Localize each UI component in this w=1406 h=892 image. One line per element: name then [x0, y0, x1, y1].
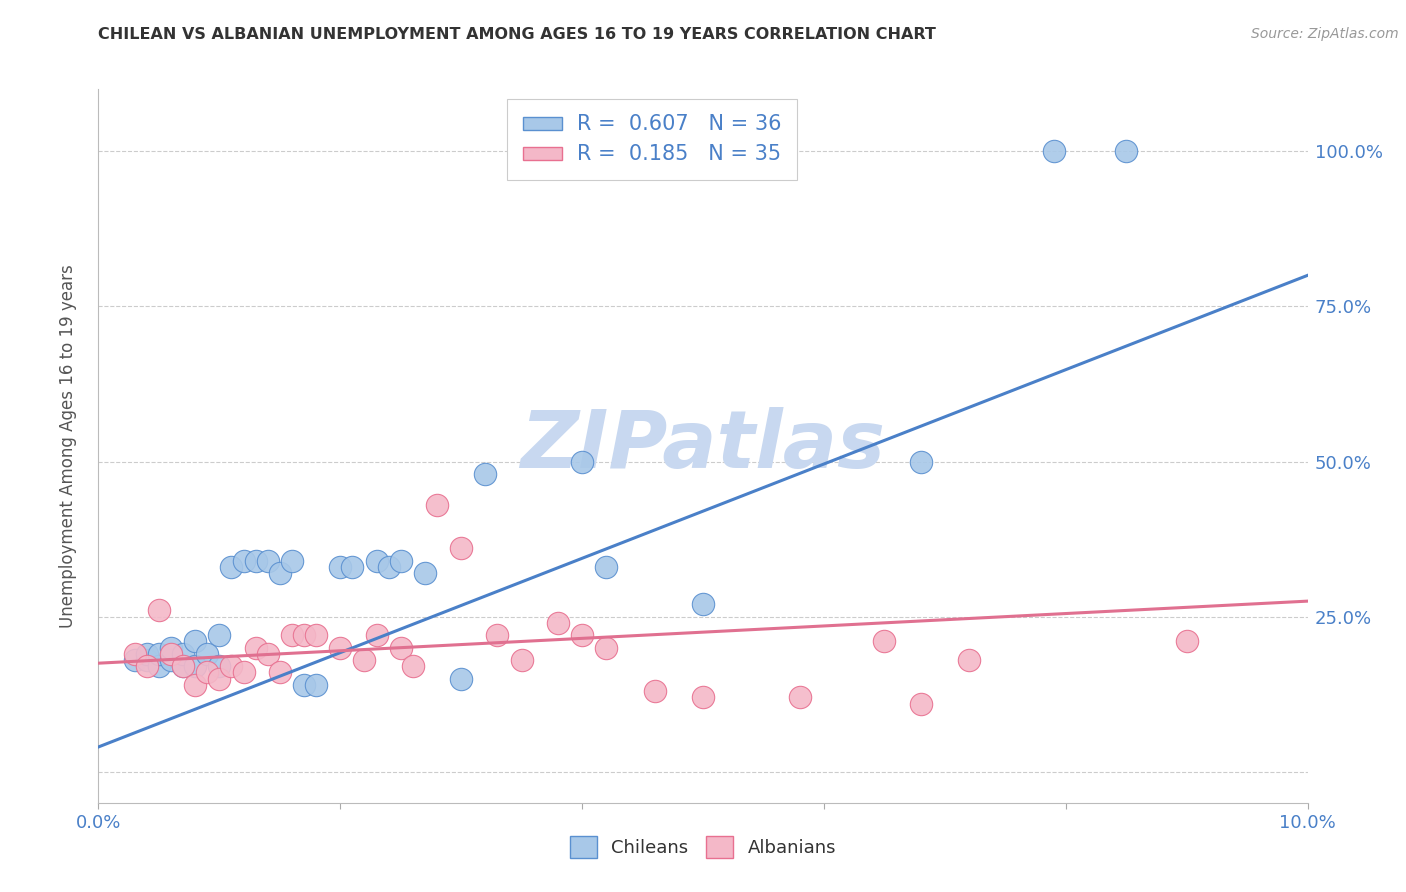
Point: [571, 628, 593, 642]
Point: [342, 560, 364, 574]
Point: [195, 665, 218, 680]
Point: [245, 554, 267, 568]
Point: [195, 647, 218, 661]
Point: [256, 647, 278, 661]
Point: [329, 560, 352, 574]
Point: [172, 659, 194, 673]
Point: [135, 653, 157, 667]
Point: [486, 628, 509, 642]
Point: [474, 467, 496, 481]
Point: [450, 672, 472, 686]
Point: [595, 640, 617, 655]
Point: [124, 653, 146, 667]
Point: [366, 628, 388, 642]
Point: [135, 647, 157, 661]
Point: [281, 628, 304, 642]
Point: [184, 659, 207, 673]
Point: [184, 678, 207, 692]
Point: [402, 659, 425, 673]
Point: [1115, 145, 1137, 159]
Point: [389, 640, 412, 655]
Point: [692, 690, 714, 705]
Text: ZIPatlas: ZIPatlas: [520, 407, 886, 485]
Point: [160, 640, 183, 655]
Point: [148, 647, 170, 661]
Point: [644, 684, 666, 698]
Point: [1042, 145, 1064, 159]
Point: [245, 640, 267, 655]
Point: [208, 628, 231, 642]
Point: [221, 659, 243, 673]
Point: [957, 653, 980, 667]
Legend: Chileans, Albanians: Chileans, Albanians: [562, 829, 844, 865]
Point: [789, 690, 811, 705]
Point: [450, 541, 472, 556]
Point: [184, 634, 207, 648]
Point: [160, 647, 183, 661]
Point: [910, 697, 932, 711]
Point: [426, 498, 449, 512]
Point: [353, 653, 375, 667]
Point: [208, 672, 231, 686]
Point: [124, 647, 146, 661]
Point: [510, 653, 533, 667]
Point: [910, 454, 932, 468]
Point: [135, 659, 157, 673]
Point: [595, 560, 617, 574]
Point: [269, 566, 291, 581]
Point: [571, 454, 593, 468]
Text: CHILEAN VS ALBANIAN UNEMPLOYMENT AMONG AGES 16 TO 19 YEARS CORRELATION CHART: CHILEAN VS ALBANIAN UNEMPLOYMENT AMONG A…: [98, 27, 936, 42]
Point: [305, 628, 328, 642]
Point: [232, 665, 254, 680]
Point: [172, 647, 194, 661]
Point: [221, 560, 243, 574]
Point: [232, 554, 254, 568]
Point: [305, 678, 328, 692]
Point: [292, 628, 315, 642]
Y-axis label: Unemployment Among Ages 16 to 19 years: Unemployment Among Ages 16 to 19 years: [59, 264, 77, 628]
Point: [389, 554, 412, 568]
Point: [366, 554, 388, 568]
Point: [269, 665, 291, 680]
Point: [281, 554, 304, 568]
Point: [377, 560, 399, 574]
Point: [547, 615, 569, 630]
Text: Source: ZipAtlas.com: Source: ZipAtlas.com: [1251, 27, 1399, 41]
Point: [413, 566, 436, 581]
Point: [208, 659, 231, 673]
Point: [692, 597, 714, 611]
Point: [292, 678, 315, 692]
Point: [256, 554, 278, 568]
Point: [172, 659, 194, 673]
Point: [148, 659, 170, 673]
Point: [329, 640, 352, 655]
Point: [1175, 634, 1198, 648]
Point: [148, 603, 170, 617]
Point: [160, 653, 183, 667]
Point: [873, 634, 896, 648]
